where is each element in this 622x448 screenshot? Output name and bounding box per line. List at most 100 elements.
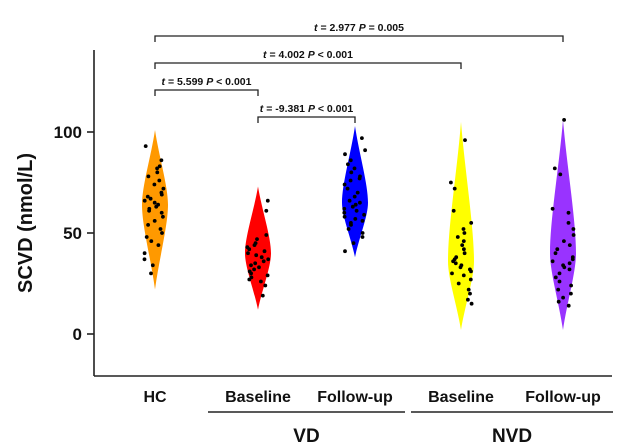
significance-label: t = 5.599 P < 0.001 [162,76,252,88]
data-point [254,253,259,258]
data-point [247,247,252,252]
data-point [263,283,268,288]
data-point [264,208,269,213]
data-point [350,204,355,209]
data-point [553,251,558,256]
data-point [265,273,270,278]
data-point [147,208,152,213]
data-point [143,144,148,149]
data-point [145,194,150,199]
data-point [566,210,571,215]
significance-bracket [154,89,259,96]
data-point [461,227,466,231]
data-point [357,176,362,181]
data-point [144,235,149,239]
data-point [342,206,347,211]
data-point [570,257,575,262]
data-point [468,277,473,282]
data-point [455,235,460,239]
data-point [466,297,470,302]
data-point [353,217,358,221]
data-point [571,227,576,231]
data-point [567,267,572,272]
data-point [252,267,256,272]
data-point [469,301,474,306]
data-point [342,214,347,219]
violin-3 [448,121,474,330]
violin-0 [142,129,168,290]
data-point [152,200,157,205]
data-point [561,295,565,300]
y-tick-label: 0 [73,325,82,344]
data-point [569,283,573,288]
significance-label: t = -9.381 P < 0.001 [260,103,354,115]
data-point [158,227,163,231]
y-tick-label: 100 [54,123,82,142]
data-point [342,182,347,187]
data-point [567,261,572,266]
y-tick-label: 50 [63,224,82,243]
data-point [557,271,562,276]
data-point [452,186,457,191]
data-point [451,259,455,264]
significance-label: t = 4.002 P < 0.001 [263,49,353,61]
data-point [461,273,466,278]
data-point [253,261,258,266]
data-point [558,172,563,177]
data-point [246,251,250,256]
data-point [348,158,353,163]
data-point [161,186,166,191]
data-point [152,219,157,223]
group-label: VD [293,426,319,447]
data-point [257,265,261,270]
data-point [463,138,467,143]
data-point [562,118,566,122]
x-tick-label: Follow-up [525,389,601,406]
data-point [255,237,259,242]
data-point [346,162,350,167]
data-point [149,239,154,244]
data-point [557,279,562,284]
data-point [462,247,466,252]
data-point [362,212,366,217]
data-point [261,259,266,264]
data-point [347,198,352,203]
data-point [152,182,157,187]
data-point [352,166,357,171]
data-point [343,249,347,254]
data-point [157,178,162,183]
data-point [157,164,162,169]
axes [87,50,613,413]
data-point [556,287,561,292]
data-point [247,277,252,282]
data-point [146,223,151,227]
data-point [159,210,164,215]
data-point [155,166,160,171]
data-point [354,208,359,213]
data-point [154,204,159,209]
data-point [462,231,467,235]
data-point [458,265,463,270]
x-tick-label: Baseline [225,389,291,406]
group-label: NVD [492,426,532,447]
x-tick-label: Follow-up [317,389,393,406]
data-point [555,247,560,252]
significance-bracket [154,35,564,42]
data-point [363,148,367,153]
data-point [249,271,254,276]
data-point [451,208,456,213]
significance-bracket [257,116,356,123]
data-point [552,166,557,171]
data-point [262,249,267,254]
significance-label: t = 2.977 P = 0.005 [314,22,404,34]
data-point [462,251,467,256]
data-point [562,239,566,244]
axis-labels: 0 50 100 SCVD (nmol/L) HC Baseline Follow-up Ba… [15,123,601,447]
violins [142,119,576,330]
data-point [351,241,356,246]
data-point [159,192,164,197]
data-point [550,206,555,211]
data-point [358,200,362,205]
data-point [146,174,151,179]
